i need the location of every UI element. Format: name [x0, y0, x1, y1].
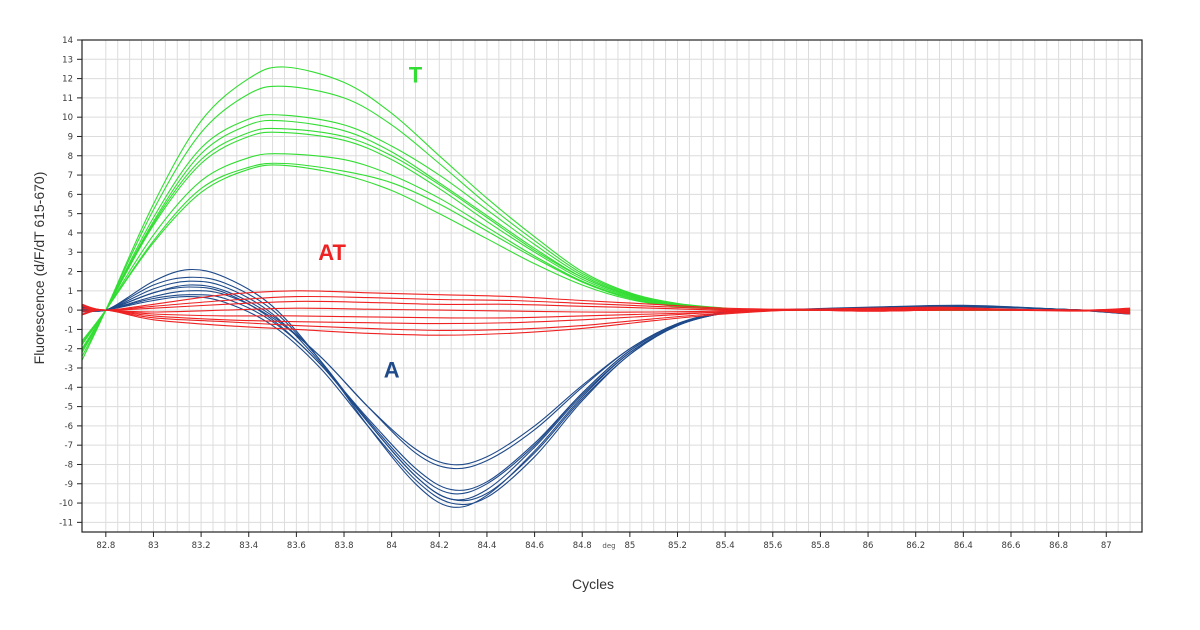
- y-tick-label: -8: [65, 460, 73, 470]
- y-tick-label: 7: [68, 171, 73, 181]
- x-tick-label: 82.8: [96, 541, 115, 551]
- plot-frame: [81, 39, 1143, 533]
- y-tick-label: -1: [65, 325, 73, 335]
- x-tick-label: 86.2: [906, 541, 925, 551]
- y-axis-title: Fluorescence (d/F/dT 615-670): [31, 172, 47, 365]
- y-tick-label: 14: [62, 36, 73, 46]
- x-tick-label: 86: [863, 541, 874, 551]
- x-tick-label: 83.8: [335, 541, 354, 551]
- x-tick-label: 84: [386, 541, 397, 551]
- curve-series: [81, 66, 1131, 508]
- x-tick-label: 83.6: [287, 541, 306, 551]
- y-tick-label: 0: [68, 306, 73, 316]
- y-tick-label: 9: [68, 132, 73, 142]
- y-tick-label: -11: [59, 518, 73, 528]
- x-tick-label: 84.4: [477, 541, 496, 551]
- x-tick-label: 84.8: [573, 541, 592, 551]
- y-tick-label: 3: [68, 248, 73, 258]
- x-tick-label: 83.4: [239, 541, 258, 551]
- x-unit-label: deg: [602, 542, 615, 550]
- group-annotations: T AT A: [318, 62, 422, 382]
- x-tick-label: 86.8: [1049, 541, 1068, 551]
- x-tick-label: 84.2: [430, 541, 449, 551]
- y-tick-label: 10: [62, 113, 73, 123]
- x-tick-label: 86.4: [954, 541, 973, 551]
- x-tick-label: 83.2: [192, 541, 211, 551]
- x-tick-label: 85: [624, 541, 635, 551]
- y-tick-label: 1: [68, 287, 73, 297]
- x-tick-label: 85.2: [668, 541, 687, 551]
- curve-a-2: [81, 276, 1131, 501]
- y-tick-label: 6: [68, 190, 73, 200]
- y-tick-label: 11: [62, 94, 73, 104]
- y-tick-label: -2: [65, 345, 73, 355]
- x-tick-label: 87: [1101, 541, 1112, 551]
- y-tick-label: -10: [59, 499, 73, 509]
- curve-at-8: [81, 309, 1131, 336]
- curve-at-1: [81, 290, 1131, 311]
- y-tick-label: 13: [62, 55, 73, 65]
- x-tick-label: 84.6: [525, 541, 544, 551]
- y-tick-label: -4: [65, 383, 73, 393]
- y-tick-label: 4: [68, 229, 73, 239]
- y-axis-ticks: 14131211109876543210-1-2-3-4-5-6-7-8-9-1…: [59, 36, 82, 528]
- annotation-at: AT: [318, 240, 346, 265]
- y-tick-label: -6: [65, 422, 73, 432]
- y-tick-label: 5: [68, 210, 73, 220]
- annotation-t: T: [409, 62, 423, 87]
- y-tick-label: 2: [68, 268, 73, 278]
- x-axis-ticks: 82.8 83 83.2 83.4 83.6 83.8 84 84.2 84.4 84.6 84.8…: [96, 532, 1112, 551]
- x-tick-label: 85.6: [763, 541, 782, 551]
- y-tick-label: -5: [65, 403, 73, 413]
- y-tick-label: -9: [65, 480, 73, 490]
- x-tick-label: 85.4: [716, 541, 735, 551]
- x-axis-title: Cycles: [572, 576, 614, 592]
- y-tick-label: 8: [68, 152, 73, 162]
- x-tick-label: 85.8: [811, 541, 830, 551]
- y-tick-label: -7: [65, 441, 73, 451]
- y-tick-label: 12: [62, 75, 73, 85]
- x-tick-label: 83: [148, 541, 159, 551]
- x-tick-label: 86.6: [1002, 541, 1021, 551]
- y-tick-label: -3: [65, 364, 73, 374]
- curve-at-4: [81, 307, 1131, 313]
- curve-at-2: [81, 295, 1131, 312]
- annotation-a: A: [384, 358, 400, 383]
